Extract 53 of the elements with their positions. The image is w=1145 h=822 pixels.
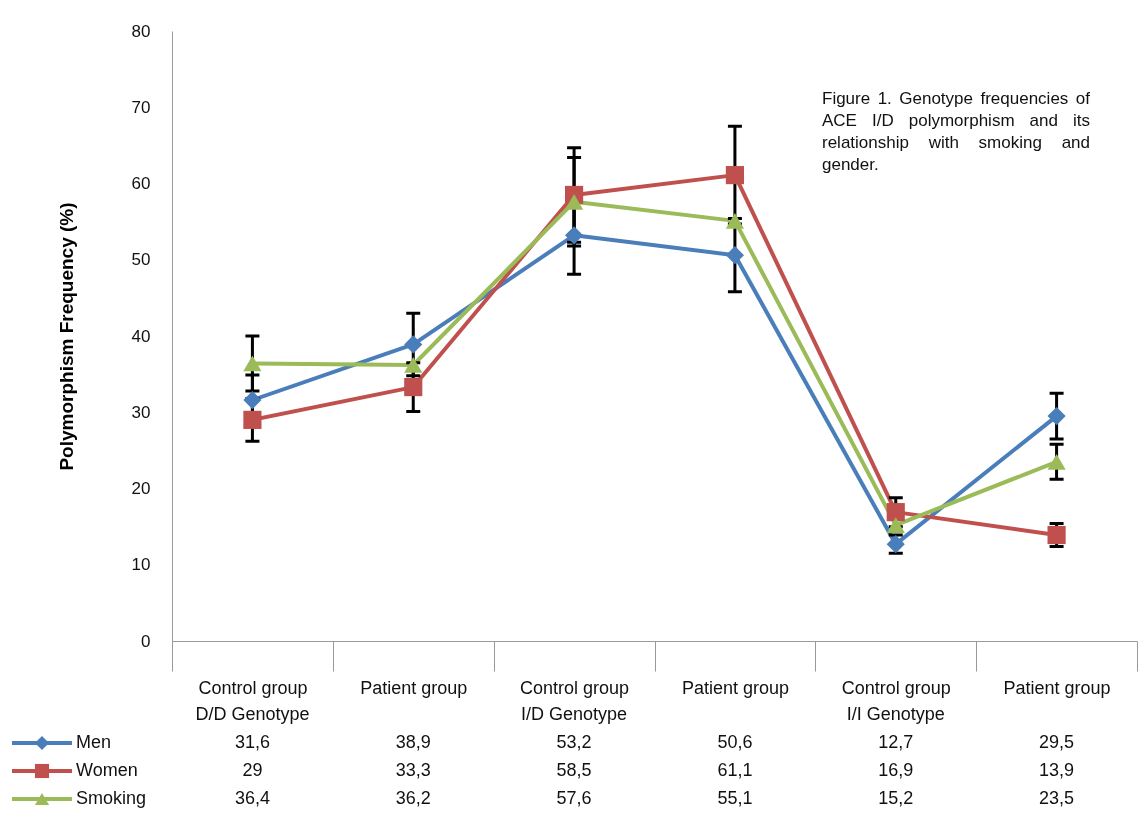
x-tick-label: Patient group <box>360 677 468 698</box>
data-label: 36,2 <box>395 788 431 808</box>
point <box>725 213 744 229</box>
data-label: 55,1 <box>717 788 753 808</box>
data-label: 29,5 <box>1039 732 1075 752</box>
data-label: 23,5 <box>1039 788 1075 808</box>
point <box>725 166 744 185</box>
data-label: 29 <box>242 760 263 780</box>
data-label: 61,1 <box>717 760 753 780</box>
y-tick-label: 80 <box>131 21 151 41</box>
point <box>725 246 744 265</box>
point <box>404 357 423 373</box>
y-tick-label: 0 <box>141 631 151 651</box>
y-tick-label: 40 <box>131 326 151 346</box>
data-label: 50,6 <box>717 732 753 752</box>
point <box>243 355 262 372</box>
data-label: 57,6 <box>556 788 592 808</box>
point <box>886 517 905 533</box>
data-label: 12,7 <box>878 732 914 752</box>
point <box>404 335 423 354</box>
legend-label: Smoking <box>76 788 147 808</box>
y-tick-label: 20 <box>131 479 151 498</box>
point <box>1047 406 1066 426</box>
x-tick-label: Patient group <box>1003 677 1111 698</box>
x-tick-label: Control group <box>841 677 951 698</box>
point <box>404 378 423 397</box>
text: I/I Genotype <box>846 704 945 724</box>
y-tick-label: 30 <box>131 402 151 422</box>
y-tick-label: 10 <box>131 555 151 575</box>
point <box>565 193 584 210</box>
data-label: 33,3 <box>395 760 431 780</box>
point <box>243 390 262 410</box>
data-label: 58,5 <box>556 760 592 780</box>
text: D/D Genotype <box>195 704 310 724</box>
data-label: 53,2 <box>556 732 592 752</box>
y-tick-label: 70 <box>131 97 151 117</box>
data-label: 38,9 <box>395 732 431 752</box>
data-label: 13,9 <box>1039 760 1075 780</box>
x-tick-label: Patient group <box>681 677 789 698</box>
x-tick-label: Control group <box>198 677 308 698</box>
text: Figure 1. Genotype frequencies of ACE I/D polymorphism and its relationship with smoking and gender. <box>822 88 1090 176</box>
text: I/D Genotype <box>521 704 628 724</box>
data-label: 16,9 <box>878 760 914 780</box>
y-axis-title: Polymorphism Frequency (%) <box>55 202 77 471</box>
legend-label: Men <box>76 732 112 752</box>
y-tick-label: 60 <box>131 174 151 193</box>
point <box>565 226 584 245</box>
data-label: 31,6 <box>234 732 270 752</box>
data-label: 36,4 <box>234 788 270 808</box>
x-tick-label: Control group <box>520 677 630 698</box>
legend-label: Women <box>76 760 138 780</box>
y-tick-label: 50 <box>131 250 151 270</box>
data-label: 15,2 <box>878 788 914 808</box>
